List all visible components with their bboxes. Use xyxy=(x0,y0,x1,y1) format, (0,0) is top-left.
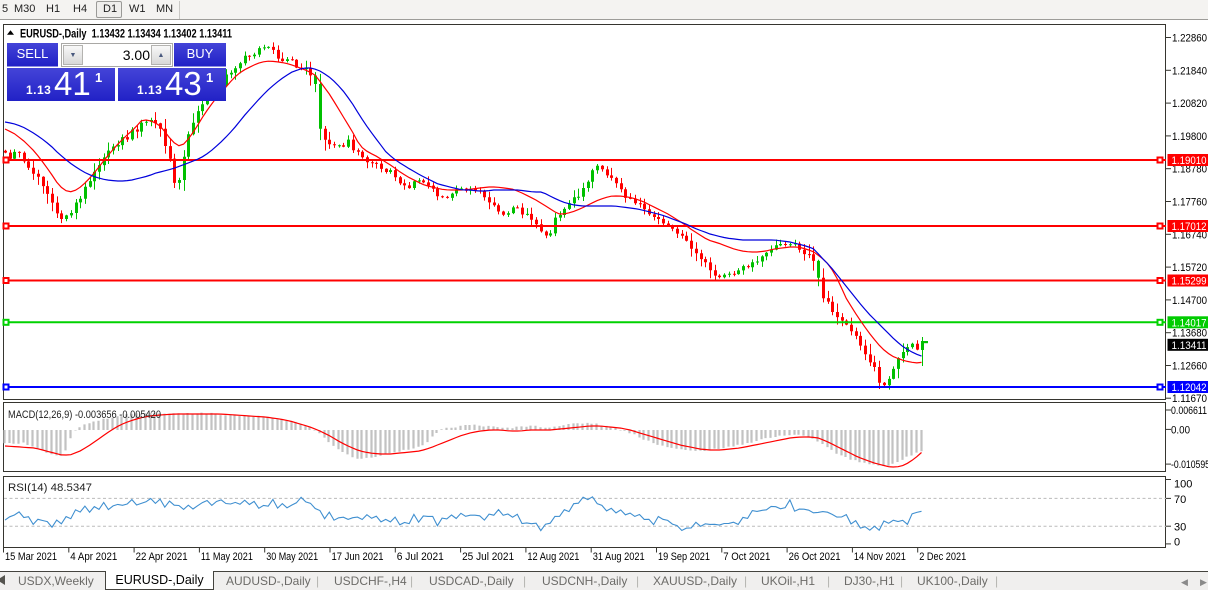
svg-text:1.13411: 1.13411 xyxy=(1172,340,1207,352)
svg-text:1.12042: 1.12042 xyxy=(1172,382,1207,394)
svg-text:19 Sep 2021: 19 Sep 2021 xyxy=(658,551,710,563)
svg-text:4 Apr 2021: 4 Apr 2021 xyxy=(70,551,117,563)
svg-text:11 May 2021: 11 May 2021 xyxy=(201,551,253,563)
svg-text:26 Oct 2021: 26 Oct 2021 xyxy=(789,551,841,563)
svg-text:22 Apr 2021: 22 Apr 2021 xyxy=(136,551,188,563)
svg-text:1.18780: 1.18780 xyxy=(1172,164,1207,176)
svg-text:-0.010595: -0.010595 xyxy=(1171,459,1208,471)
svg-text:25 Jul 2021: 25 Jul 2021 xyxy=(462,551,514,563)
svg-text:1.14700: 1.14700 xyxy=(1172,295,1207,307)
svg-text:1.17760: 1.17760 xyxy=(1172,197,1207,209)
svg-text:1.11670: 1.11670 xyxy=(1172,393,1207,405)
svg-text:1.19800: 1.19800 xyxy=(1172,131,1207,143)
svg-text:1.15720: 1.15720 xyxy=(1172,262,1207,274)
svg-text:17 Jun 2021: 17 Jun 2021 xyxy=(332,551,384,563)
svg-text:15 Mar 2021: 15 Mar 2021 xyxy=(5,551,57,563)
svg-text:RSI(14) 48.5347: RSI(14) 48.5347 xyxy=(8,482,92,494)
svg-text:0.006611: 0.006611 xyxy=(1171,405,1207,417)
svg-text:1.16740: 1.16740 xyxy=(1172,229,1207,241)
svg-text:7 Oct 2021: 7 Oct 2021 xyxy=(723,551,770,563)
svg-text:12 Aug 2021: 12 Aug 2021 xyxy=(527,551,579,563)
svg-text:MACD(12,26,9) -0.003656 -0.005: MACD(12,26,9) -0.003656 -0.005420 xyxy=(8,409,161,421)
svg-text:6 Jul 2021: 6 Jul 2021 xyxy=(397,551,444,563)
svg-text:1.22860: 1.22860 xyxy=(1172,33,1207,45)
svg-text:0: 0 xyxy=(1174,536,1180,548)
svg-text:100: 100 xyxy=(1174,479,1192,491)
svg-text:1.17012: 1.17012 xyxy=(1172,221,1207,233)
svg-text:1.19010: 1.19010 xyxy=(1172,155,1207,167)
svg-text:70: 70 xyxy=(1174,494,1186,506)
svg-text:2 Dec 2021: 2 Dec 2021 xyxy=(919,551,966,563)
svg-text:14 Nov 2021: 14 Nov 2021 xyxy=(854,551,906,563)
svg-text:EURUSD-,Daily 1.13432 1.13434: EURUSD-,Daily 1.13432 1.13434 1.13402 1.… xyxy=(20,27,232,41)
svg-text:30 May 2021: 30 May 2021 xyxy=(266,551,318,563)
svg-text:0.00: 0.00 xyxy=(1171,424,1190,436)
svg-text:31 Aug 2021: 31 Aug 2021 xyxy=(593,551,645,563)
svg-text:1.20820: 1.20820 xyxy=(1172,98,1207,110)
svg-text:1.12660: 1.12660 xyxy=(1172,361,1207,373)
svg-text:1.15299: 1.15299 xyxy=(1172,276,1207,288)
svg-text:1.13680: 1.13680 xyxy=(1172,328,1207,340)
svg-text:1.14017: 1.14017 xyxy=(1172,317,1207,329)
svg-text:1.21840: 1.21840 xyxy=(1172,65,1207,77)
svg-text:30: 30 xyxy=(1174,522,1186,534)
